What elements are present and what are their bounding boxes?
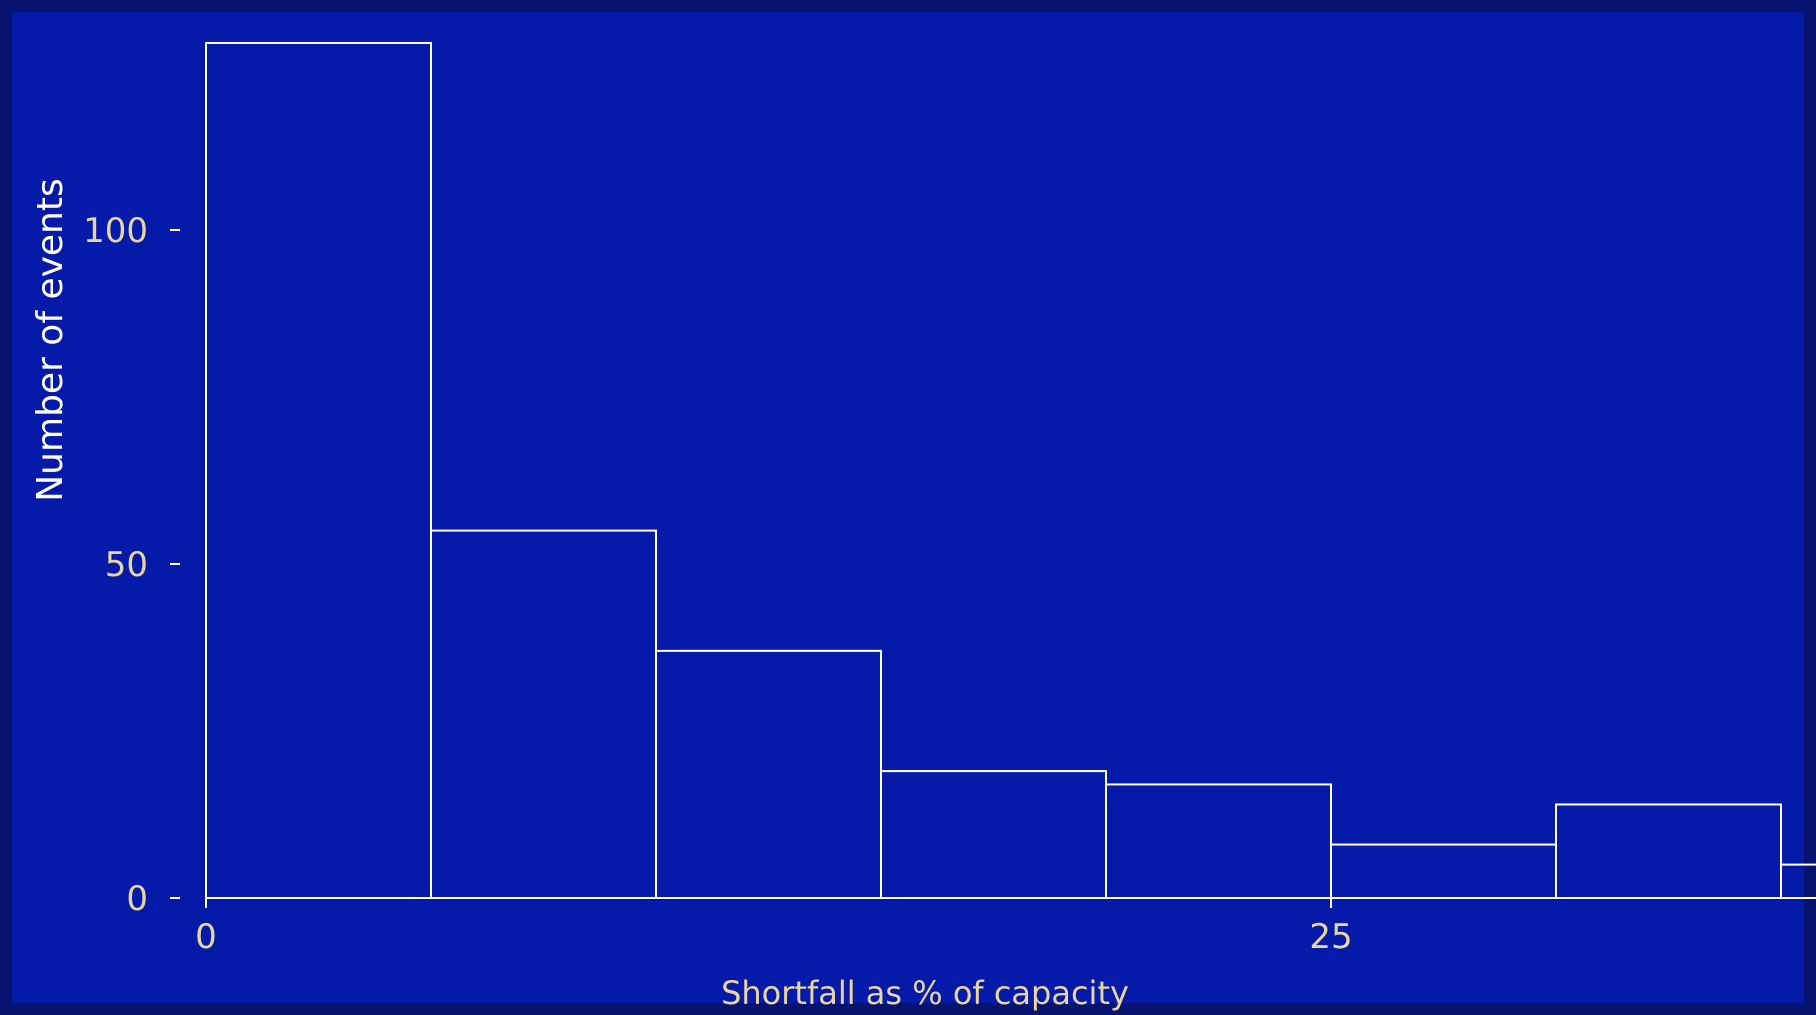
histogram-bar	[655, 649, 882, 900]
histogram-bar	[205, 41, 432, 899]
histogram-bar	[430, 529, 657, 899]
x-tick-label: 0	[195, 917, 217, 957]
y-axis-title: Number of events	[30, 178, 71, 502]
y-tick-label: 0	[126, 879, 148, 919]
histogram-bars	[205, 41, 1816, 900]
y-tick-label: 50	[105, 545, 148, 585]
histogram-bar	[1780, 863, 1816, 899]
histogram-bar	[1105, 783, 1332, 899]
x-axis-title: Shortfall as % of capacity	[721, 974, 1129, 1012]
histogram-bar	[880, 770, 1107, 900]
histogram-bar	[1555, 803, 1782, 899]
y-tick-label: 100	[83, 211, 148, 251]
y-axis-ticks: 0 50 100	[83, 211, 180, 919]
histogram-bar	[1330, 843, 1557, 899]
x-tick-label: 25	[1309, 917, 1352, 957]
x-axis-ticks: 0255075100125150	[195, 898, 1353, 957]
